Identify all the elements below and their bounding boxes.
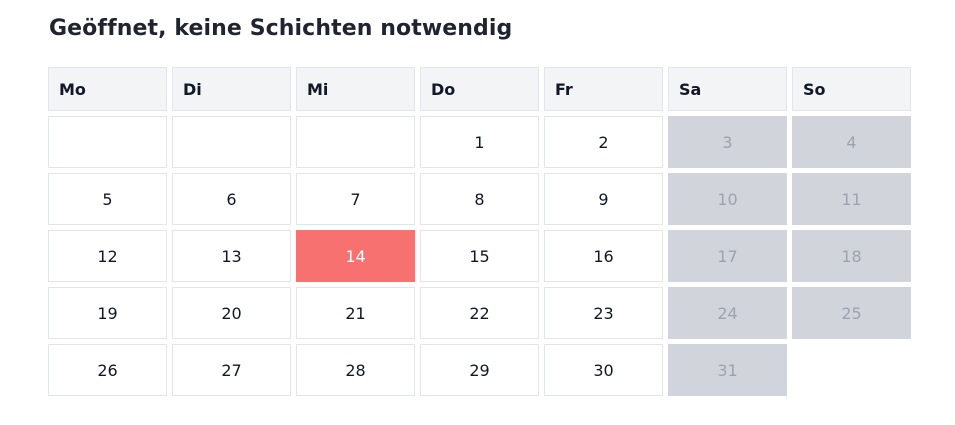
weekday-header-sa: Sa	[668, 67, 787, 111]
day-cell[interactable]: 8	[420, 173, 539, 225]
day-cell[interactable]: 30	[544, 344, 663, 396]
day-cell[interactable]: 12	[48, 230, 167, 282]
day-cell[interactable]: 20	[172, 287, 291, 339]
weekday-header-fr: Fr	[544, 67, 663, 111]
month-calendar: Mo Di Mi Do Fr Sa So 1 2 3 4 5 6 7 8 9 1…	[48, 67, 911, 396]
weekend-day-cell: 10	[668, 173, 787, 225]
weekend-day-cell: 25	[792, 287, 911, 339]
empty-day-cell	[48, 116, 167, 168]
weekend-day-cell: 3	[668, 116, 787, 168]
weekday-header-di: Di	[172, 67, 291, 111]
weekday-header-so: So	[792, 67, 911, 111]
weekend-day-cell: 24	[668, 287, 787, 339]
day-cell[interactable]: 5	[48, 173, 167, 225]
day-cell[interactable]: 9	[544, 173, 663, 225]
day-cell[interactable]: 28	[296, 344, 415, 396]
day-cell[interactable]: 1	[420, 116, 539, 168]
day-cell[interactable]: 2	[544, 116, 663, 168]
day-cell[interactable]: 26	[48, 344, 167, 396]
day-cell[interactable]: 7	[296, 173, 415, 225]
day-cell[interactable]: 27	[172, 344, 291, 396]
day-cell[interactable]: 22	[420, 287, 539, 339]
day-cell[interactable]: 15	[420, 230, 539, 282]
day-cell[interactable]: 6	[172, 173, 291, 225]
day-cell[interactable]: 29	[420, 344, 539, 396]
calendar-title: Geöffnet, keine Schichten notwendig	[49, 16, 513, 41]
empty-day-cell	[296, 116, 415, 168]
weekend-day-cell: 4	[792, 116, 911, 168]
weekday-header-do: Do	[420, 67, 539, 111]
day-cell[interactable]: 13	[172, 230, 291, 282]
day-cell[interactable]: 19	[48, 287, 167, 339]
day-cell[interactable]: 16	[544, 230, 663, 282]
weekend-day-cell: 18	[792, 230, 911, 282]
today-day-cell[interactable]: 14	[296, 230, 415, 282]
calendar-blank-slot	[792, 344, 911, 396]
weekday-header-mi: Mi	[296, 67, 415, 111]
weekend-day-cell: 17	[668, 230, 787, 282]
weekday-header-mo: Mo	[48, 67, 167, 111]
empty-day-cell	[172, 116, 291, 168]
weekend-day-cell: 11	[792, 173, 911, 225]
weekend-day-cell: 31	[668, 344, 787, 396]
day-cell[interactable]: 23	[544, 287, 663, 339]
day-cell[interactable]: 21	[296, 287, 415, 339]
